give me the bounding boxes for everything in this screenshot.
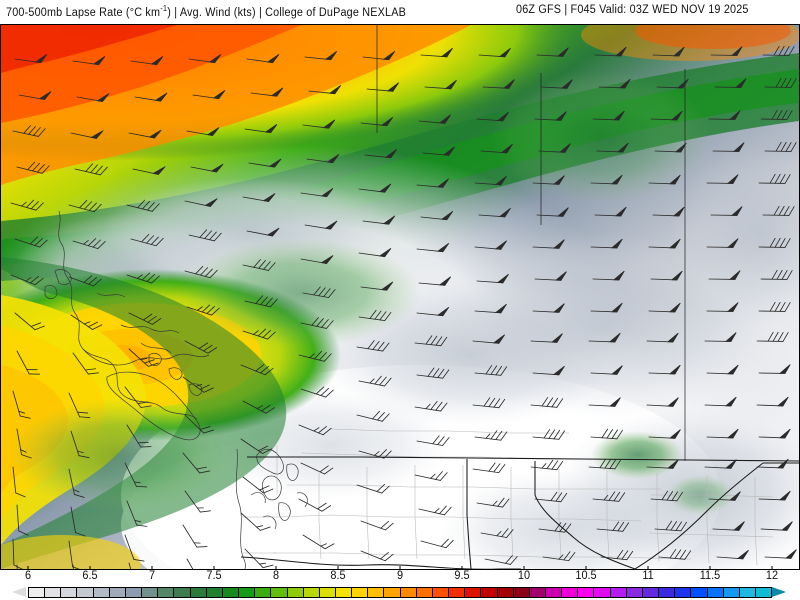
colorbar-tick-label: 10.5 bbox=[575, 570, 597, 582]
colorbar-wrap bbox=[0, 586, 800, 600]
colorbar-tick-label: 10 bbox=[517, 570, 531, 582]
colorbar-swatch bbox=[513, 588, 530, 597]
colorbar-tick-label: 12 bbox=[765, 570, 779, 582]
colorbar-swatch bbox=[707, 588, 724, 597]
colorbar-swatch bbox=[691, 588, 708, 597]
colorbar-swatch bbox=[142, 588, 159, 597]
lapse-rate-contour-fill-layer bbox=[1, 25, 799, 569]
map-layer-stack bbox=[1, 25, 799, 569]
colorbar-swatch bbox=[368, 588, 385, 597]
colorbar-swatch bbox=[594, 588, 611, 597]
colorbar-swatch bbox=[432, 588, 450, 597]
colorbar-tick-label: 8.5 bbox=[330, 570, 346, 582]
colorbar-swatch bbox=[287, 588, 304, 597]
colorbar-swatch bbox=[271, 588, 288, 597]
colorbar-high-extend-arrow bbox=[772, 587, 786, 597]
colorbar-swatch bbox=[77, 588, 94, 597]
colorbar-swatch bbox=[384, 588, 401, 597]
colorbar-swatch bbox=[400, 588, 417, 597]
colorbar-swatch bbox=[109, 588, 126, 597]
colorbar-swatch bbox=[610, 588, 627, 597]
colorbar-swatch bbox=[642, 588, 660, 597]
colorbar-swatch bbox=[659, 588, 676, 597]
colorbar-tick-label: 6 bbox=[24, 570, 32, 582]
colorbar-swatch bbox=[335, 588, 353, 597]
colorbar-swatch bbox=[303, 588, 320, 597]
colorbar-low-extend-arrow bbox=[12, 587, 26, 597]
colorbar-swatch bbox=[45, 588, 62, 597]
colorbar-swatch bbox=[546, 588, 563, 597]
wind-barb-layer bbox=[10, 45, 797, 569]
colorbar-swatch bbox=[29, 588, 46, 597]
colorbar-swatch bbox=[190, 588, 207, 597]
colorbar-swatch bbox=[723, 588, 740, 597]
map-panel[interactable] bbox=[0, 24, 800, 570]
colorbar-swatch bbox=[465, 588, 482, 597]
colorbar-tick-label: 11.5 bbox=[699, 570, 721, 582]
colorbar-tick-label: 6.5 bbox=[82, 570, 98, 582]
title-right-model-info: 06Z GFS | F045 Valid: 03Z WED NOV 19 202… bbox=[516, 4, 749, 16]
colorbar-swatch bbox=[481, 588, 498, 597]
colorbar[interactable] bbox=[28, 587, 772, 598]
title-bar: 700-500mb Lapse Rate (°C km-1) | Avg. Wi… bbox=[0, 0, 800, 24]
colorbar-swatch bbox=[319, 588, 336, 597]
title-left: 700-500mb Lapse Rate (°C km-1) | Avg. Wi… bbox=[6, 4, 406, 19]
colorbar-tick-label: 9 bbox=[396, 570, 404, 582]
colorbar-swatch bbox=[125, 588, 143, 597]
colorbar-swatch bbox=[93, 588, 110, 597]
map-axis-tick-marks bbox=[27, 566, 773, 569]
colorbar-swatch bbox=[352, 588, 369, 597]
colorbar-swatch bbox=[529, 588, 546, 597]
colorbar-swatch bbox=[449, 588, 466, 597]
colorbar-swatch bbox=[222, 588, 240, 597]
colorbar-tick-label-strip: 6 6.5 7 7.5 8 8.5 9 9.5 10 10.5 11 11.5 12 bbox=[0, 570, 800, 586]
colorbar-swatch bbox=[756, 588, 772, 597]
colorbar-swatch bbox=[675, 588, 692, 597]
colorbar-swatch bbox=[206, 588, 223, 597]
colorbar-swatch bbox=[239, 588, 256, 597]
title-field-label: 700-500mb Lapse Rate (°C km bbox=[6, 6, 161, 19]
colorbar-swatch bbox=[61, 588, 78, 597]
colorbar-swatch bbox=[255, 588, 272, 597]
colorbar-tick-label: 11 bbox=[642, 570, 654, 582]
colorbar-swatch bbox=[416, 588, 433, 597]
colorbar-tick-label: 7.5 bbox=[206, 570, 222, 582]
colorbar-swatch bbox=[497, 588, 514, 597]
geography-boundaries-layer bbox=[44, 25, 799, 569]
colorbar-swatch bbox=[739, 588, 757, 597]
colorbar-swatch bbox=[158, 588, 175, 597]
colorbar-swatch bbox=[562, 588, 579, 597]
title-after-label: ) | Avg. Wind (kts) | College of DuPage … bbox=[167, 6, 407, 19]
colorbar-swatch bbox=[578, 588, 595, 597]
colorbar-swatch bbox=[174, 588, 191, 597]
title-units-exponent: -1 bbox=[160, 4, 168, 13]
colorbar-tick-label: 8 bbox=[272, 570, 280, 582]
colorbar-tick-label: 7 bbox=[148, 570, 156, 582]
colorbar-tick-label: 9.5 bbox=[454, 570, 470, 582]
colorbar-swatch bbox=[626, 588, 643, 597]
